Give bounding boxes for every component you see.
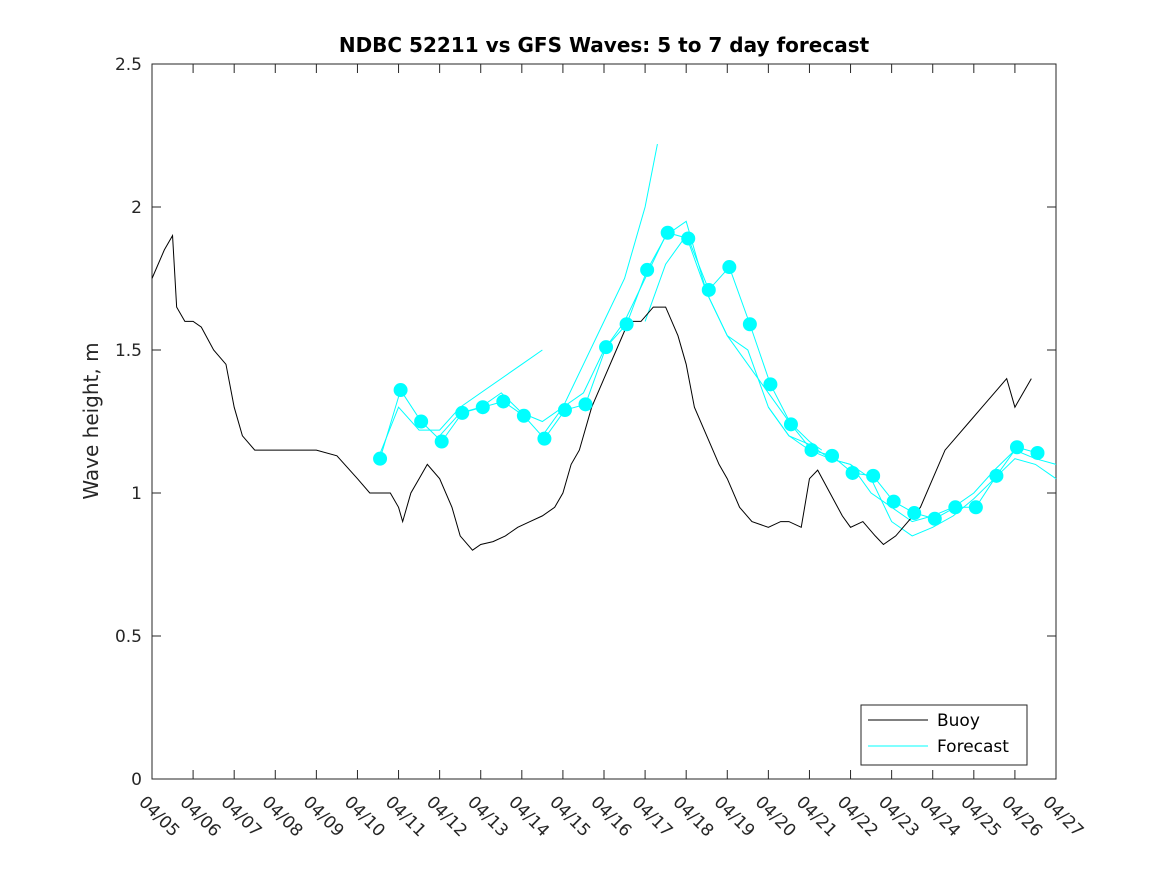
forecast-point bbox=[845, 465, 860, 480]
x-tick-label: 04/07 bbox=[217, 792, 266, 841]
forecast-run-line bbox=[541, 220, 823, 451]
forecast-point bbox=[619, 317, 634, 332]
forecast-point bbox=[968, 500, 983, 515]
forecast-point bbox=[927, 511, 942, 526]
x-tick-label: 04/14 bbox=[504, 792, 553, 841]
forecast-point bbox=[886, 494, 901, 509]
x-tick-label: 04/19 bbox=[710, 792, 759, 841]
forecast-point bbox=[537, 431, 552, 446]
y-axis-ticks: 0 0.5 1 1.5 2 2.5 bbox=[115, 55, 1056, 790]
forecast-point bbox=[742, 317, 757, 332]
x-tick-label: 04/25 bbox=[956, 792, 1005, 841]
y-tick-label: 0.5 bbox=[115, 627, 142, 647]
x-tick-label: 04/06 bbox=[176, 792, 225, 841]
forecast-point bbox=[455, 405, 470, 420]
forecast-point bbox=[373, 451, 388, 466]
x-tick-label: 04/10 bbox=[340, 792, 389, 841]
forecast-point bbox=[640, 262, 655, 277]
y-tick-label: 1 bbox=[131, 484, 142, 504]
y-tick-label: 1.5 bbox=[115, 341, 142, 361]
forecast-point bbox=[516, 408, 531, 423]
forecast-point bbox=[825, 448, 840, 463]
x-tick-label: 04/11 bbox=[381, 792, 430, 841]
forecast-point bbox=[434, 434, 449, 449]
x-tick-label: 04/09 bbox=[299, 792, 348, 841]
forecast-point bbox=[1009, 440, 1024, 455]
forecast-point bbox=[660, 225, 675, 240]
forecast-point bbox=[393, 383, 408, 398]
forecast-point bbox=[557, 403, 572, 418]
forecast-point bbox=[496, 394, 511, 409]
x-tick-label: 04/23 bbox=[874, 792, 923, 841]
forecast-point bbox=[475, 400, 490, 415]
forecast-point bbox=[681, 231, 696, 246]
x-tick-label: 04/26 bbox=[997, 792, 1046, 841]
x-tick-label: 04/08 bbox=[258, 792, 307, 841]
forecast-point bbox=[701, 282, 716, 297]
plot-area bbox=[151, 63, 1057, 780]
x-tick-label: 04/21 bbox=[792, 792, 841, 841]
x-tick-label: 04/13 bbox=[463, 792, 512, 841]
legend-forecast-label: Forecast bbox=[937, 737, 1009, 757]
y-axis-label: Wave height, m bbox=[79, 342, 103, 499]
legend: Buoy Forecast bbox=[860, 704, 1028, 766]
forecast-point bbox=[989, 468, 1004, 483]
forecast-point bbox=[599, 340, 614, 355]
x-tick-label: 04/12 bbox=[422, 792, 471, 841]
x-tick-label: 04/27 bbox=[1038, 792, 1087, 841]
x-tick-label: 04/05 bbox=[134, 792, 183, 841]
forecast-point bbox=[722, 260, 737, 275]
forecast-point bbox=[783, 417, 798, 432]
y-tick-label: 2 bbox=[131, 198, 142, 218]
forecast-point bbox=[804, 443, 819, 458]
forecast-point bbox=[948, 500, 963, 515]
forecast-point bbox=[414, 414, 429, 429]
forecast-point bbox=[763, 377, 778, 392]
x-tick-label: 04/15 bbox=[545, 792, 594, 841]
x-tick-label: 04/24 bbox=[915, 792, 964, 841]
forecast-point bbox=[866, 468, 881, 483]
x-tick-label: 04/17 bbox=[628, 792, 677, 841]
x-tick-label: 04/20 bbox=[751, 792, 800, 841]
y-tick-label: 2.5 bbox=[115, 55, 142, 75]
legend-box bbox=[860, 704, 1028, 766]
forecast-markers bbox=[373, 225, 1045, 526]
legend-buoy-label: Buoy bbox=[937, 711, 980, 731]
forecast-point bbox=[1030, 445, 1045, 460]
x-tick-label: 04/16 bbox=[586, 792, 635, 841]
x-tick-label: 04/18 bbox=[669, 792, 718, 841]
x-tick-label: 04/22 bbox=[833, 792, 882, 841]
buoy-line bbox=[151, 233, 1032, 551]
y-tick-label: 0 bbox=[131, 770, 142, 790]
chart-title: NDBC 52211 vs GFS Waves: 5 to 7 day fore… bbox=[339, 33, 870, 57]
forecast-point bbox=[907, 506, 922, 521]
forecast-point bbox=[578, 397, 593, 412]
